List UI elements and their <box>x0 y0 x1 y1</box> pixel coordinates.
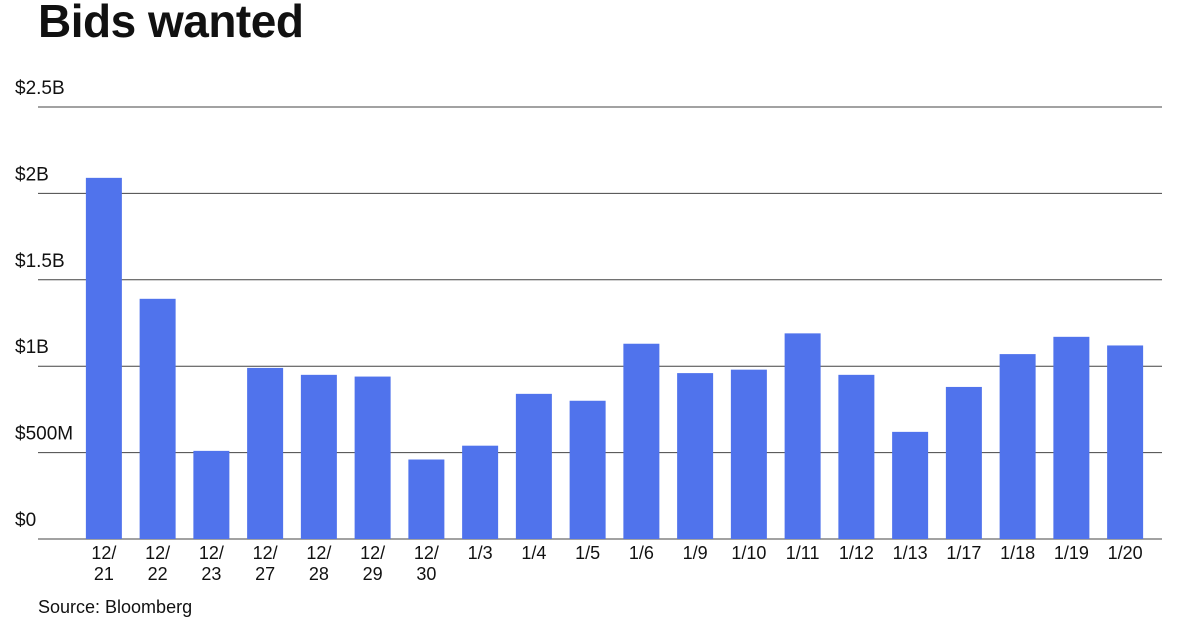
x-tick-label: 12/ 29 <box>360 543 386 584</box>
chart-title: Bids wanted <box>38 0 304 47</box>
y-tick-label: $0 <box>15 510 36 531</box>
bar <box>730 369 767 539</box>
x-tick-label: 1/12 <box>838 543 874 563</box>
x-tick-label: 1/10 <box>731 543 767 563</box>
bar <box>515 393 552 539</box>
y-tick-label: $500M <box>15 424 73 445</box>
bar <box>139 298 176 539</box>
y-tick-label: $1B <box>15 337 49 358</box>
x-tick-label: 12/ 27 <box>252 543 278 584</box>
bar <box>623 343 660 539</box>
x-tick-label: 1/19 <box>1053 543 1089 563</box>
y-tick-label: $1.5B <box>15 251 65 272</box>
source-note: Source: Bloomberg <box>38 597 193 617</box>
bar <box>784 333 821 539</box>
x-tick-label: 1/18 <box>1000 543 1036 563</box>
x-tick-label: 1/3 <box>467 543 493 563</box>
y-tick-label: $2.5B <box>15 78 65 99</box>
x-tick-label: 1/13 <box>892 543 928 563</box>
bar <box>1053 336 1090 539</box>
bar <box>408 459 445 539</box>
x-tick-label: 1/17 <box>946 543 982 563</box>
bar <box>1107 345 1144 539</box>
x-tick-label: 1/6 <box>628 543 654 563</box>
bar <box>677 373 714 539</box>
bar <box>193 450 230 539</box>
x-tick-label: 1/5 <box>575 543 601 563</box>
bar <box>354 376 391 539</box>
bar <box>462 445 499 539</box>
bar <box>569 400 606 539</box>
bar <box>945 386 982 539</box>
x-tick-label: 12/ 30 <box>413 543 439 584</box>
bar <box>85 177 122 539</box>
y-tick-label: $2B <box>15 164 49 185</box>
x-tick-label: 1/11 <box>785 543 820 563</box>
bar <box>838 374 875 539</box>
x-tick-label: 12/ 28 <box>306 543 332 584</box>
bar <box>999 354 1036 539</box>
x-tick-label: 1/20 <box>1107 543 1143 563</box>
bar <box>892 431 929 539</box>
x-tick-label: 1/9 <box>682 543 708 563</box>
bar <box>247 367 284 539</box>
x-tick-label: 12/ 23 <box>198 543 224 584</box>
x-tick-label: 12/ 21 <box>91 543 117 584</box>
x-tick-label: 1/4 <box>521 543 547 563</box>
x-tick-label: 12/ 22 <box>145 543 171 584</box>
bar <box>300 374 337 539</box>
